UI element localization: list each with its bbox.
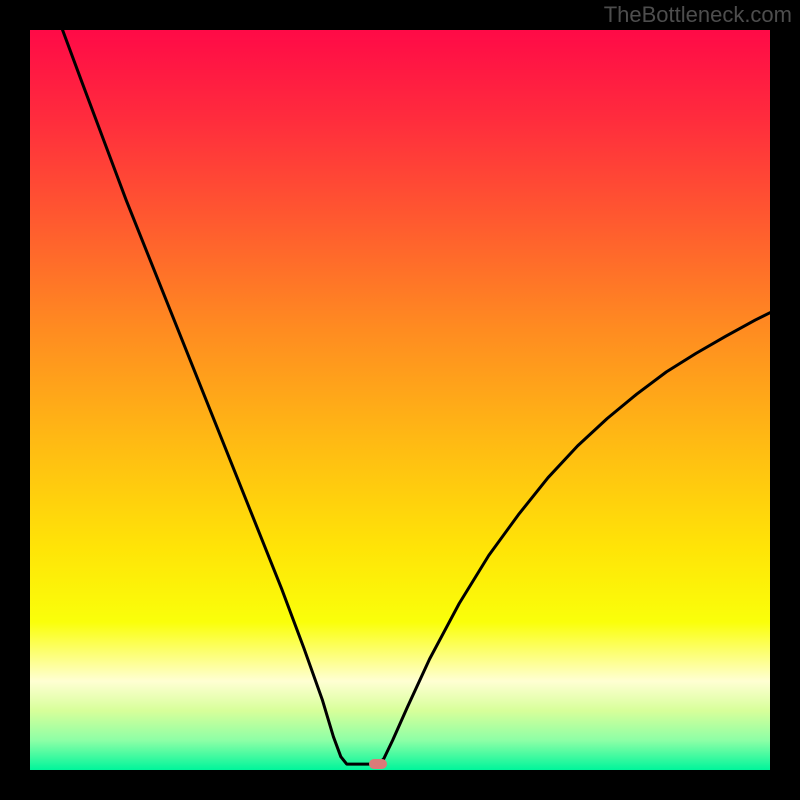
bottleneck-curve [30, 30, 770, 770]
curve-path [63, 30, 770, 764]
optimum-marker [369, 759, 387, 769]
watermark-text: TheBottleneck.com [604, 2, 792, 28]
plot-area [30, 30, 770, 770]
chart-frame: TheBottleneck.com [0, 0, 800, 800]
